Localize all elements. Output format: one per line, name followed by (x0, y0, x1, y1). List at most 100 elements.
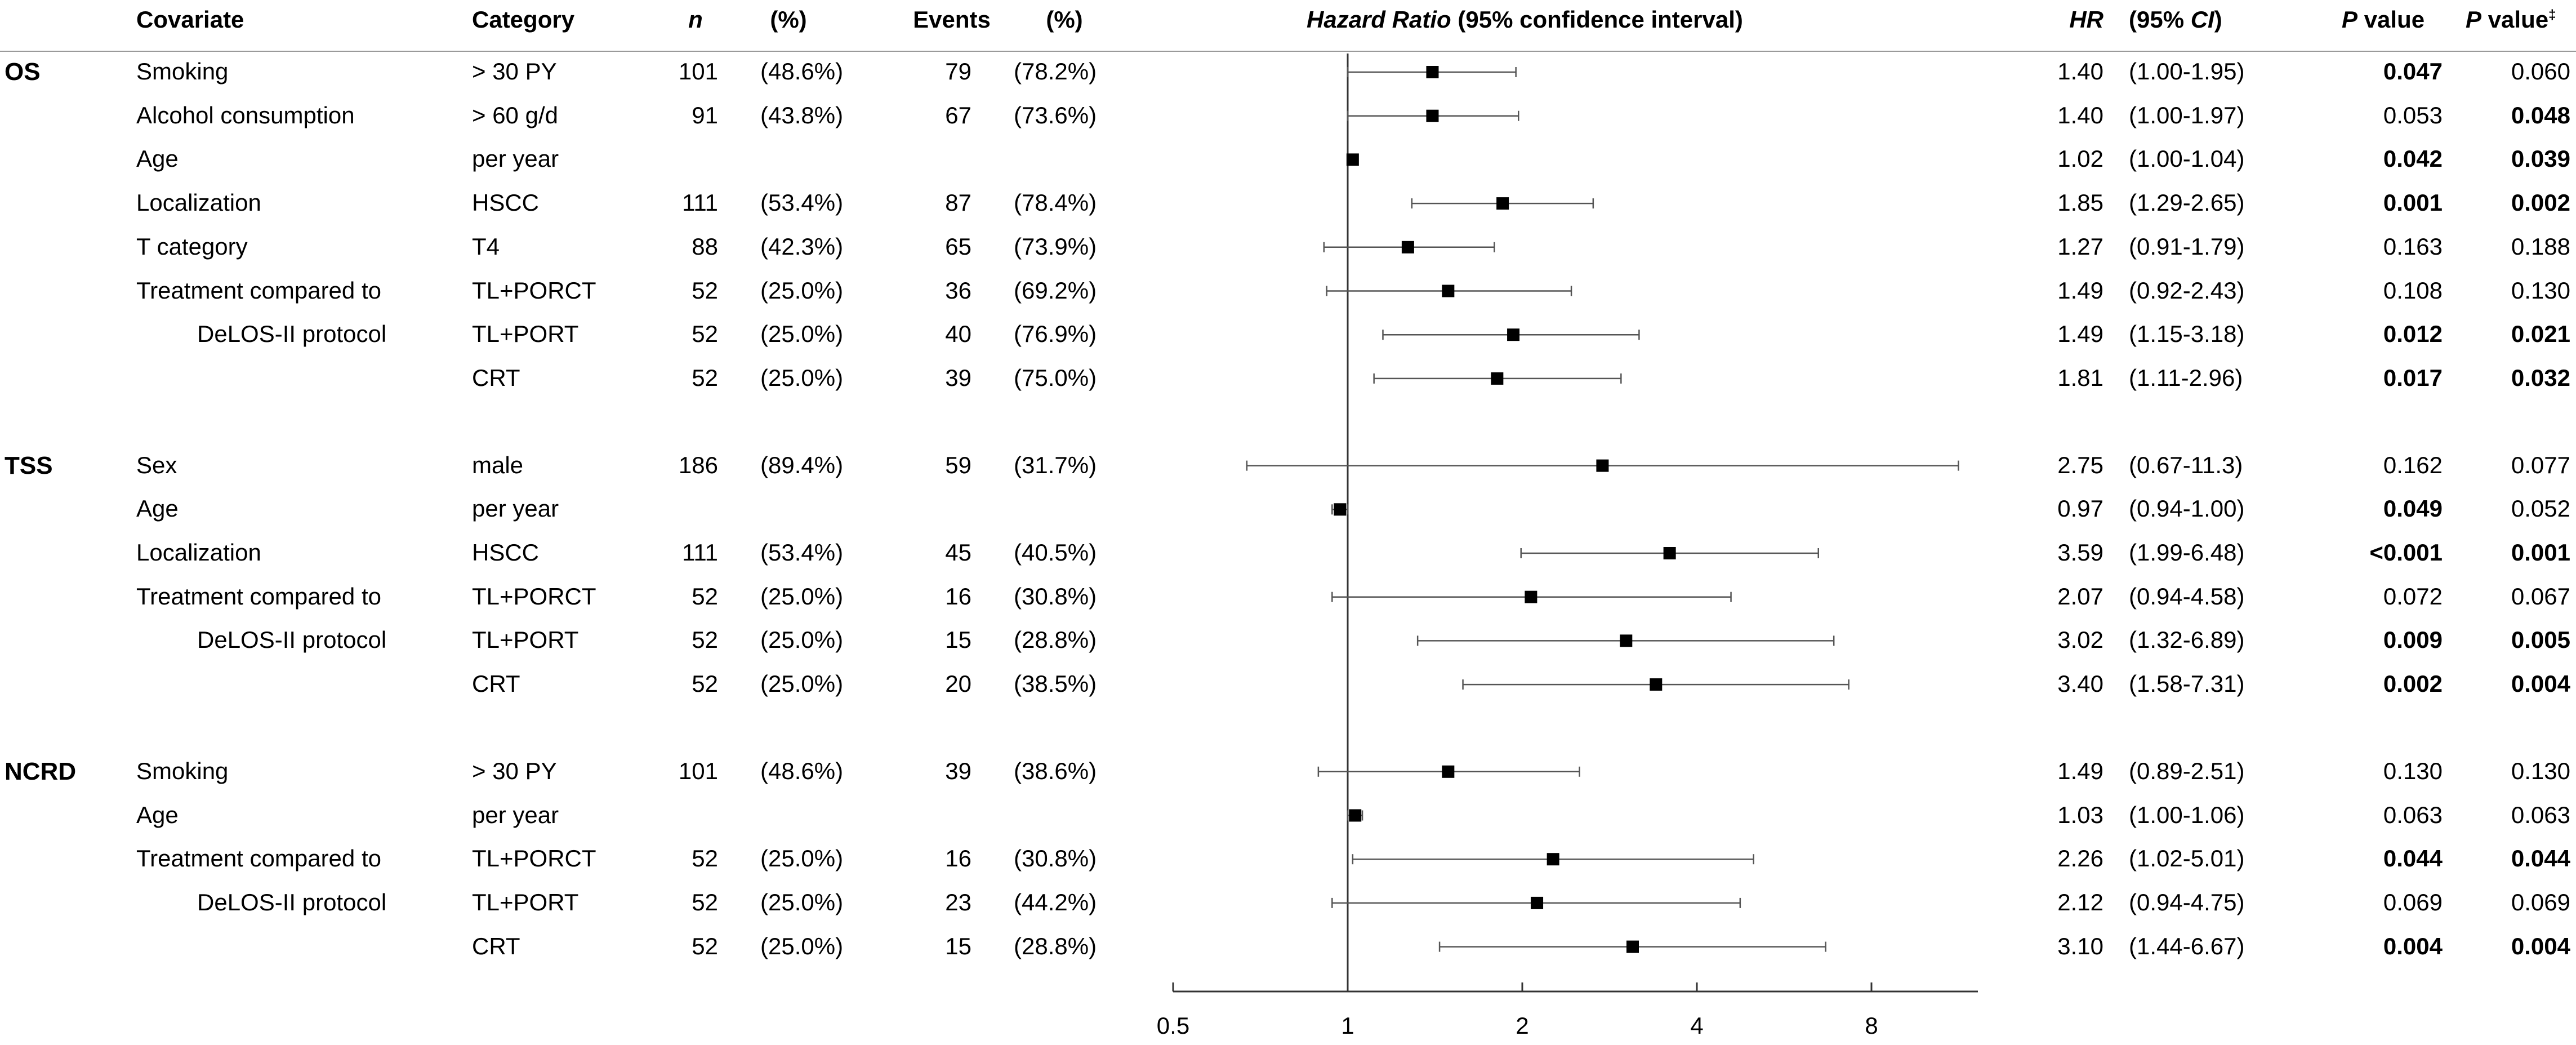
pct-value: (25.0%) (760, 932, 844, 959)
hr-value: 1.40 (2057, 58, 2103, 85)
covariate-label: T category (136, 233, 248, 260)
group-label: TSS (5, 451, 53, 479)
hr-value: 1.49 (2057, 757, 2103, 784)
header-ci-open: (95% (2129, 6, 2191, 33)
n-value: 52 (692, 888, 718, 915)
hr-point (1547, 853, 1559, 866)
hr-value: 2.07 (2057, 582, 2103, 610)
hr-value: 1.02 (2057, 145, 2103, 172)
events-pct-value: (30.8%) (1014, 582, 1097, 610)
covariate-label: Localization (136, 189, 261, 216)
events-pct-value: (30.8%) (1014, 845, 1097, 872)
covariate-label: Treatment compared to (136, 582, 381, 610)
hr-point (1334, 503, 1347, 516)
hr-point (1401, 241, 1414, 254)
p-value-adjusted: 0.048 (2511, 101, 2570, 128)
ci-value: (1.00-1.06) (2129, 801, 2245, 828)
events-value: 15 (945, 626, 971, 653)
n-value: 52 (692, 932, 718, 959)
group-label: NCRD (5, 757, 77, 785)
n-value: 91 (692, 101, 718, 128)
category-label: T4 (472, 233, 500, 260)
p-value-adjusted: 0.021 (2511, 321, 2570, 348)
header-hr: HR (2069, 6, 2103, 33)
pct-value: (25.0%) (760, 277, 844, 304)
category-label: TL+PORT (472, 888, 579, 915)
pct-value: (25.0%) (760, 845, 844, 872)
hr-value: 3.10 (2057, 932, 2103, 959)
category-label: CRT (472, 364, 520, 391)
header-p2-sup: ‡ (2548, 7, 2556, 23)
pct-value: (25.0%) (760, 582, 844, 610)
events-value: 16 (945, 582, 971, 610)
events-pct-value: (40.5%) (1014, 539, 1097, 566)
p-value-adjusted: 0.002 (2511, 189, 2570, 216)
header-p-italic: P (2342, 6, 2358, 33)
x-tick-label: 1 (1341, 1012, 1354, 1039)
ci-value: (1.00-1.04) (2129, 145, 2245, 172)
hr-point (1491, 372, 1504, 385)
n-value: 101 (678, 757, 718, 784)
hr-value: 3.02 (2057, 626, 2103, 653)
events-pct-value: (73.6%) (1014, 101, 1097, 128)
covariate-label: Smoking (136, 58, 229, 85)
category-label: CRT (472, 932, 520, 959)
category-label: TL+PORT (472, 626, 579, 653)
events-value: 39 (945, 364, 971, 391)
events-pct-value: (78.2%) (1014, 58, 1097, 85)
p-value-adjusted: 0.077 (2511, 451, 2570, 478)
hr-point (1507, 328, 1520, 341)
pct-value: (25.0%) (760, 626, 844, 653)
category-label: > 30 PY (472, 58, 557, 85)
ci-value: (1.32-6.89) (2129, 626, 2245, 653)
p-value-adjusted: 0.001 (2511, 539, 2570, 566)
header-ci-italic: CI (2190, 6, 2214, 33)
n-value: 52 (692, 364, 718, 391)
p-value-adjusted: 0.130 (2511, 277, 2570, 304)
covariate-label: Age (136, 145, 179, 172)
events-value: 23 (945, 888, 971, 915)
p-value: 0.047 (2383, 58, 2443, 85)
covariate-label: Alcohol consumption (136, 101, 355, 128)
hr-value: 1.49 (2057, 277, 2103, 304)
hr-point (1442, 284, 1455, 297)
ci-value: (1.02-5.01) (2129, 845, 2245, 872)
p-value: 0.002 (2383, 670, 2443, 697)
p-value: 0.063 (2383, 801, 2443, 828)
category-label: TL+PORCT (472, 582, 596, 610)
hr-point (1346, 153, 1359, 166)
pct-value: (25.0%) (760, 670, 844, 697)
covariate-label: Localization (136, 539, 261, 566)
events-value: 87 (945, 189, 971, 216)
p-value: 0.162 (2383, 451, 2443, 478)
p-value-adjusted: 0.052 (2511, 495, 2570, 522)
category-label: per year (472, 801, 559, 828)
p-value: 0.108 (2383, 277, 2443, 304)
hr-value: 1.27 (2057, 233, 2103, 260)
events-value: 15 (945, 932, 971, 959)
pct-value: (25.0%) (760, 888, 844, 915)
p-value: 0.017 (2383, 364, 2443, 391)
events-value: 59 (945, 451, 971, 478)
ci-value: (0.94-4.58) (2129, 582, 2245, 610)
header-p-value-adjusted: P value‡ (2466, 8, 2556, 32)
p-value-adjusted: 0.005 (2511, 626, 2570, 653)
p-value: 0.012 (2383, 321, 2443, 348)
pct-value: (48.6%) (760, 757, 844, 784)
pct-value: (53.4%) (760, 189, 844, 216)
events-value: 40 (945, 321, 971, 348)
x-tick-label: 2 (1516, 1012, 1529, 1039)
hr-value: 1.49 (2057, 321, 2103, 348)
n-value: 52 (692, 626, 718, 653)
events-value: 39 (945, 757, 971, 784)
p-value: 0.049 (2383, 495, 2443, 522)
events-pct-value: (75.0%) (1014, 364, 1097, 391)
header-ci: (95% CI) (2129, 8, 2222, 32)
events-pct-value: (73.9%) (1014, 233, 1097, 260)
category-label: CRT (472, 670, 520, 697)
category-label: HSCC (472, 539, 540, 566)
header-p2-italic: P (2466, 6, 2482, 33)
category-label: TL+PORT (472, 321, 579, 348)
